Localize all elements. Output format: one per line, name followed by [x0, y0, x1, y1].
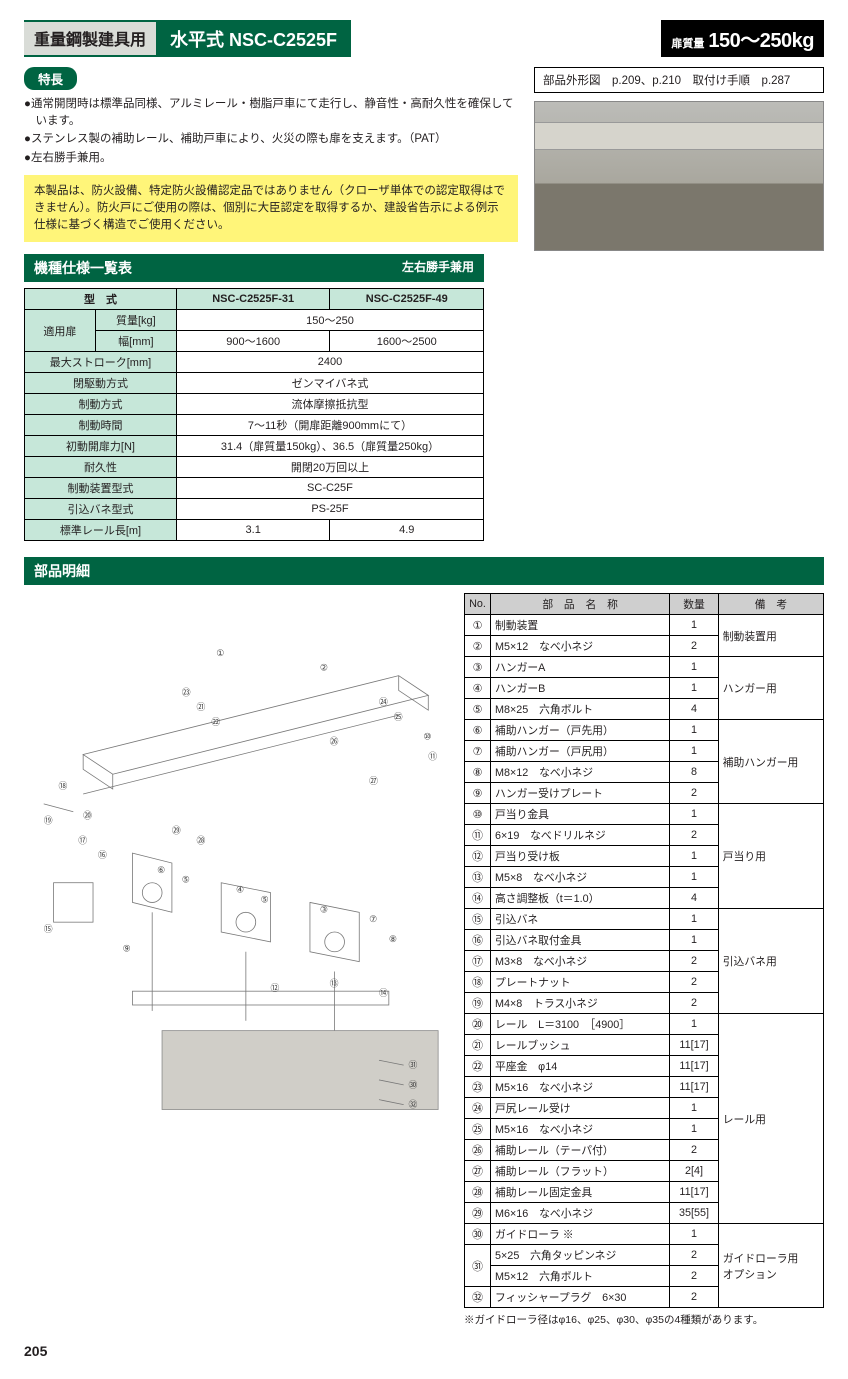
exploded-diagram: ①② ㉓㉑㉒ ㉔㉕ ㉖㉗ ⑩⑪ ⑱⑲ ⑰⑯ ⑮ ⑨ ㉙㉘ ⑥⑤ ④⑤ ③⑦ ⑧ …	[24, 593, 448, 1133]
svg-text:㉖: ㉖	[330, 737, 339, 747]
spec-col1: NSC-C2525F-31	[176, 289, 330, 310]
svg-text:⑤: ⑤	[261, 895, 269, 905]
svg-text:⑮: ⑮	[44, 924, 53, 934]
parts-h-note: 備 考	[718, 594, 823, 615]
svg-text:②: ②	[320, 663, 328, 673]
features-list: 通常開閉時は標準品同様、アルミレール・樹脂戸車にて走行し、静音性・高耐久性を確保…	[24, 96, 518, 167]
svg-text:㉗: ㉗	[369, 777, 378, 787]
svg-text:⑫: ⑫	[271, 984, 280, 994]
svg-text:㉚: ㉚	[409, 1080, 418, 1090]
svg-text:⑯: ⑯	[98, 851, 107, 861]
parts-footnote: ※ガイドローラ径はφ16、φ25、φ30、φ35の4種類があります。	[464, 1312, 824, 1327]
weight-value: 150〜250kg	[708, 24, 814, 53]
svg-text:④: ④	[236, 885, 244, 895]
reference-box: 部品外形図 p.209、p.210 取付け手順 p.287	[534, 67, 824, 93]
page-number: 205	[24, 1343, 824, 1359]
svg-text:⑨: ⑨	[123, 944, 131, 954]
weight-label: 扉質量	[671, 35, 704, 51]
product-photo	[534, 101, 824, 251]
svg-text:⑰: ⑰	[78, 836, 87, 846]
model-label: 水平式 NSC-C2525F	[156, 20, 351, 57]
svg-text:⑬: ⑬	[330, 979, 339, 989]
weight-box: 扉質量 150〜250kg	[661, 20, 824, 57]
svg-text:⑧: ⑧	[389, 934, 397, 944]
category-label: 重量鋼製建具用	[24, 20, 156, 57]
svg-text:㉘: ㉘	[197, 836, 206, 846]
svg-text:㉒: ㉒	[211, 717, 220, 727]
fire-notice: 本製品は、防火設備、特定防火設備認定品ではありません（クローザ単体での認定取得は…	[24, 175, 518, 243]
spec-subtitle: 左右勝手兼用	[402, 258, 474, 278]
features-heading: 特長	[24, 67, 77, 90]
svg-text:㉑: ㉑	[197, 703, 206, 713]
feature-item: ステンレス製の補助レール、補助戸車により、火災の際も扉を支えます。（PAT）	[24, 131, 518, 148]
spec-title: 機種仕様一覧表	[34, 258, 132, 278]
svg-text:①: ①	[216, 648, 224, 658]
spec-section-bar: 機種仕様一覧表 左右勝手兼用	[24, 254, 484, 282]
svg-text:⑳: ⑳	[83, 811, 92, 821]
svg-text:⑤: ⑤	[182, 875, 190, 885]
svg-text:㉔: ㉔	[379, 698, 388, 708]
svg-text:⑩: ⑩	[423, 732, 431, 742]
svg-text:⑲: ⑲	[44, 816, 53, 826]
parts-table: No. 部 品 名 称 数量 備 考 ①制動装置1制動装置用②M5×12 なべ小…	[464, 593, 824, 1308]
feature-item: 左右勝手兼用。	[24, 150, 518, 167]
diagram-svg: ①② ㉓㉑㉒ ㉔㉕ ㉖㉗ ⑩⑪ ⑱⑲ ⑰⑯ ⑮ ⑨ ㉙㉘ ⑥⑤ ④⑤ ③⑦ ⑧ …	[24, 593, 448, 1133]
svg-text:㉛: ㉛	[409, 1061, 418, 1071]
parts-section-bar: 部品明細	[24, 557, 824, 585]
svg-text:⑥: ⑥	[157, 865, 165, 875]
svg-text:㉓: ㉓	[182, 688, 191, 698]
parts-title: 部品明細	[34, 561, 90, 581]
svg-text:⑪: ⑪	[428, 752, 437, 762]
parts-h-name: 部 品 名 称	[491, 594, 670, 615]
spec-col-type: 型 式	[25, 289, 177, 310]
page-header: 重量鋼製建具用 水平式 NSC-C2525F 扉質量 150〜250kg	[24, 20, 824, 57]
feature-item: 通常開閉時は標準品同様、アルミレール・樹脂戸車にて走行し、静音性・高耐久性を確保…	[24, 96, 518, 129]
svg-text:⑦: ⑦	[369, 915, 377, 925]
svg-text:⑭: ⑭	[379, 989, 388, 999]
svg-text:㉜: ㉜	[409, 1100, 418, 1110]
spec-table: 型 式 NSC-C2525F-31 NSC-C2525F-49 適用扉質量[kg…	[24, 288, 484, 541]
svg-text:㉕: ㉕	[394, 712, 403, 722]
svg-text:⑱: ⑱	[59, 781, 68, 791]
parts-h-no: No.	[465, 594, 491, 615]
svg-text:③: ③	[320, 905, 328, 915]
spec-col2: NSC-C2525F-49	[330, 289, 484, 310]
parts-h-qty: 数量	[670, 594, 719, 615]
svg-text:㉙: ㉙	[172, 826, 181, 836]
